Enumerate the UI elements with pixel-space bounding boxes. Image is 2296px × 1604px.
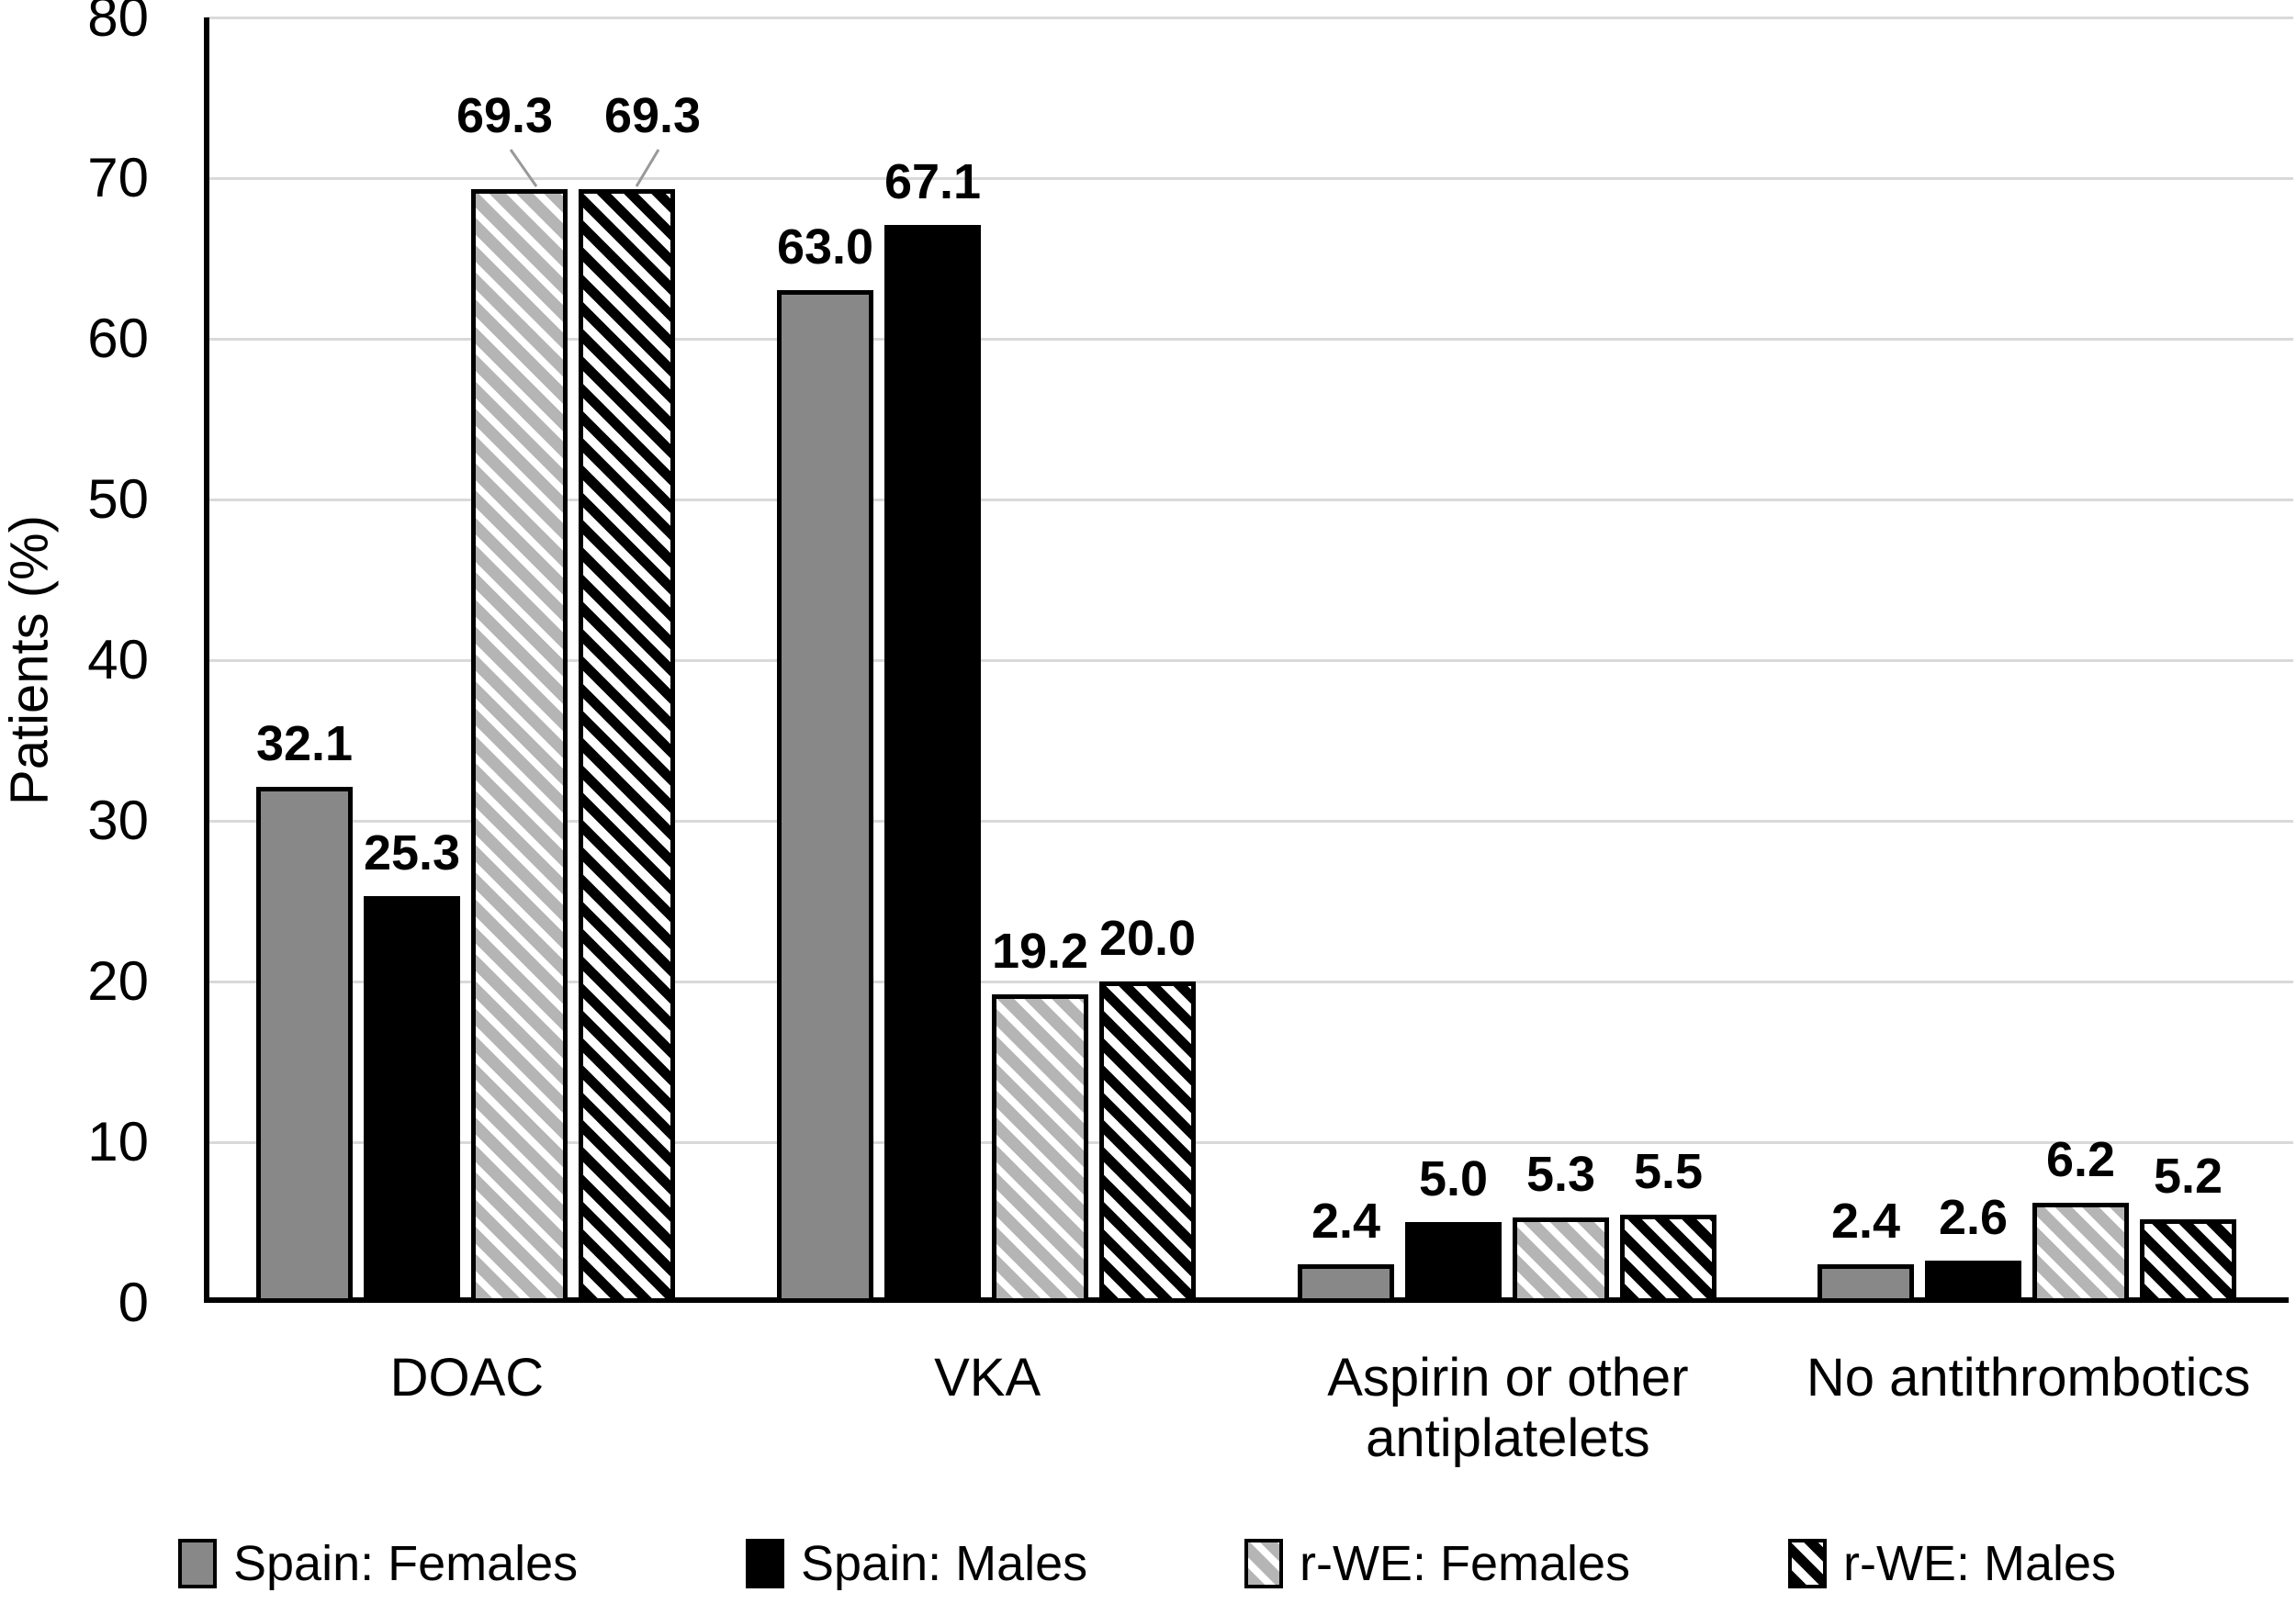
category-label-aspirin-or-other-antiplatelets: Aspirin or other antiplatelets [1327, 1348, 1689, 1468]
legend-label-r-we-females: r-WE: Females [1300, 1536, 1631, 1591]
bar-spain-females-aspirin-or-other-antiplatelets [1298, 1264, 1394, 1303]
data-label-spain-females-doac: 32.1 [255, 716, 354, 771]
legend-label-spain-females: Spain: Females [233, 1536, 579, 1591]
data-label-r-we-females-doac: 69.3 [456, 88, 554, 143]
data-label-spain-males-doac: 25.3 [363, 825, 461, 881]
legend-swatch-spain-males-icon [746, 1539, 784, 1588]
data-label-r-we-males-doac: 69.3 [603, 88, 702, 143]
bar-r-we-males-aspirin-or-other-antiplatelets [1620, 1215, 1716, 1303]
legend-item-r-we-males: r-WE: Males [1788, 1537, 2116, 1590]
category-label-doac: DOAC [389, 1348, 545, 1408]
data-label-r-we-females-vka: 19.2 [991, 924, 1089, 979]
bar-r-we-females-doac [471, 189, 568, 1303]
bar-r-we-females-vka [992, 994, 1088, 1303]
bar-spain-females-vka [777, 290, 873, 1303]
category-label-no-antithrombotics: No antithrombotics [1806, 1348, 2251, 1408]
data-label-spain-females-vka: 63.0 [776, 219, 874, 275]
bar-spain-males-aspirin-or-other-antiplatelets [1405, 1222, 1502, 1303]
y-axis-line [204, 17, 209, 1303]
legend-label-spain-males: Spain: Males [801, 1536, 1088, 1591]
bar-r-we-males-doac [579, 189, 675, 1303]
y-tick-label-60: 60 [87, 308, 149, 369]
legend-item-spain-males: Spain: Males [746, 1537, 1087, 1590]
legend-label-r-we-males: r-WE: Males [1843, 1536, 2116, 1591]
gridline-30 [207, 820, 2293, 823]
data-label-spain-females-no-antithrombotics: 2.4 [1830, 1194, 1901, 1249]
bar-r-we-males-no-antithrombotics [2140, 1219, 2236, 1303]
legend-swatch-r-we-males-icon [1788, 1539, 1827, 1588]
bar-spain-males-doac [364, 896, 460, 1303]
y-tick-label-40: 40 [87, 629, 149, 690]
bar-r-we-males-vka [1099, 981, 1196, 1303]
data-label-spain-females-aspirin-or-other-antiplatelets: 2.4 [1311, 1194, 1381, 1249]
legend-item-r-we-females: r-WE: Females [1244, 1537, 1630, 1590]
y-tick-label-10: 10 [87, 1111, 149, 1172]
bar-spain-females-doac [256, 787, 353, 1303]
y-tick-label-50: 50 [87, 468, 149, 530]
data-label-r-we-males-no-antithrombotics: 5.2 [2153, 1149, 2223, 1204]
bar-spain-males-no-antithrombotics [1925, 1261, 2021, 1303]
y-tick-label-30: 30 [87, 790, 149, 851]
bar-spain-females-no-antithrombotics [1818, 1264, 1914, 1303]
legend-item-spain-females: Spain: Females [178, 1537, 578, 1590]
y-tick-label-0: 0 [118, 1272, 149, 1333]
data-label-r-we-males-vka: 20.0 [1098, 911, 1197, 966]
y-tick-label-80: 80 [87, 0, 149, 48]
data-label-r-we-females-aspirin-or-other-antiplatelets: 5.3 [1525, 1147, 1596, 1202]
gridline-10 [207, 1141, 2293, 1144]
data-label-spain-males-vka: 67.1 [884, 154, 982, 209]
gridline-40 [207, 659, 2293, 662]
y-tick-label-70: 70 [87, 147, 149, 208]
data-label-spain-males-aspirin-or-other-antiplatelets: 5.0 [1418, 1151, 1489, 1206]
category-label-vka: VKA [934, 1348, 1041, 1408]
bar-r-we-females-no-antithrombotics [2032, 1203, 2129, 1303]
bar-r-we-females-aspirin-or-other-antiplatelets [1513, 1217, 1609, 1303]
x-axis-line [204, 1297, 2289, 1303]
gridline-70 [207, 177, 2293, 180]
gridline-50 [207, 499, 2293, 501]
data-label-r-we-males-aspirin-or-other-antiplatelets: 5.5 [1633, 1144, 1704, 1199]
gridline-80 [207, 17, 2293, 19]
data-label-spain-males-no-antithrombotics: 2.6 [1938, 1190, 2009, 1245]
leader-line-1 [635, 149, 660, 187]
legend-swatch-spain-females-icon [178, 1539, 217, 1588]
gridline-20 [207, 981, 2293, 983]
leader-line-0 [509, 149, 538, 187]
bar-spain-males-vka [884, 225, 981, 1303]
gridline-60 [207, 338, 2293, 341]
legend-swatch-r-we-females-icon [1244, 1539, 1283, 1588]
data-label-r-we-females-no-antithrombotics: 6.2 [2045, 1132, 2116, 1187]
y-tick-label-20: 20 [87, 950, 149, 1012]
